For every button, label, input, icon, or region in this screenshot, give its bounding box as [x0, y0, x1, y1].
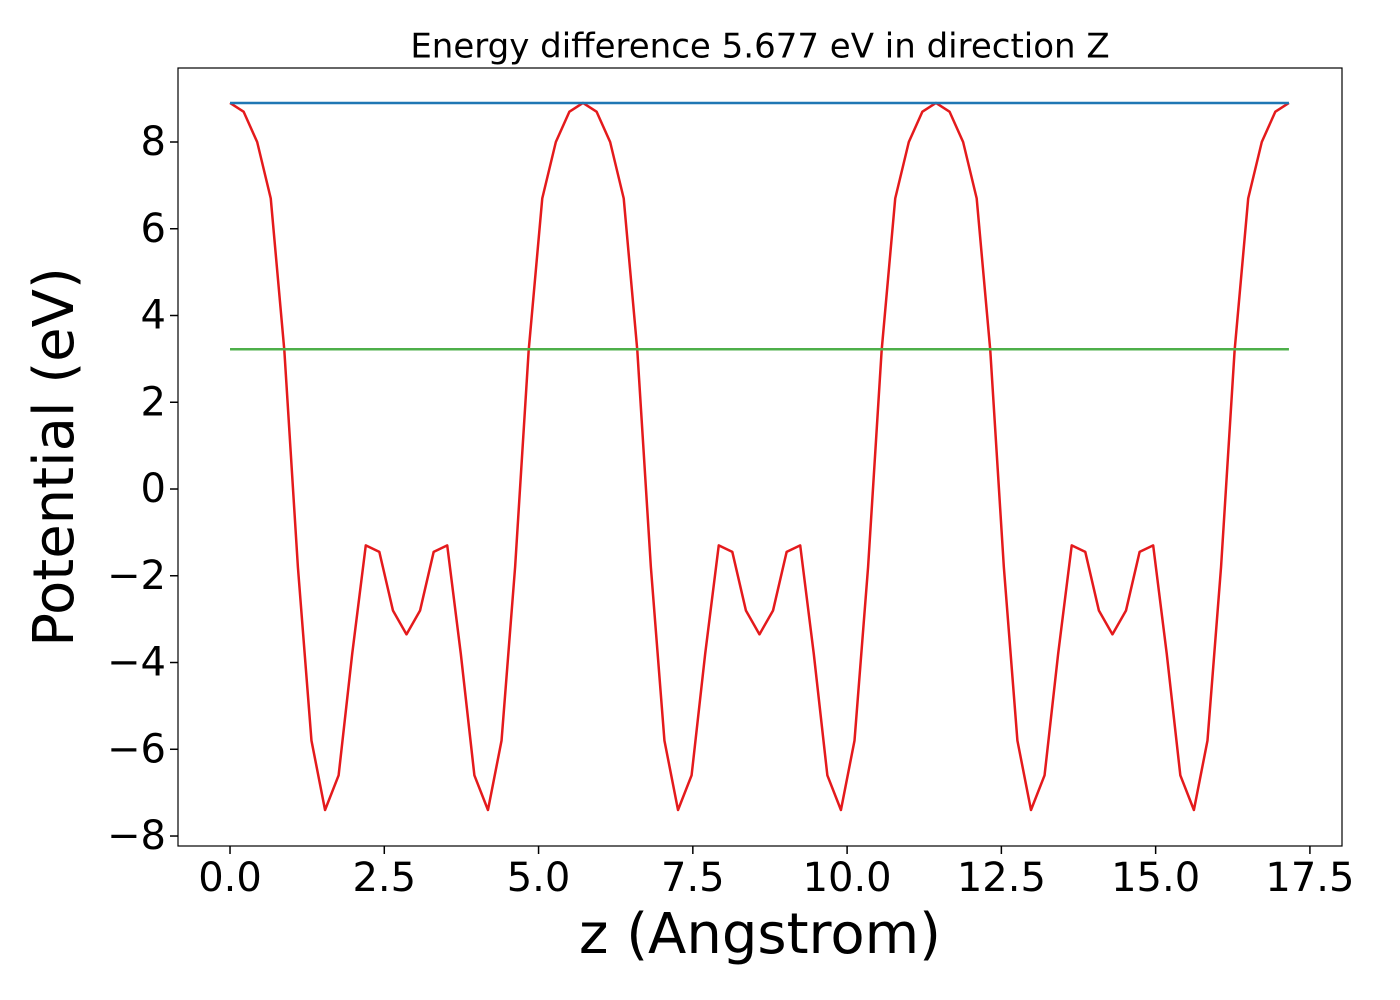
y-tick-label: −6 — [107, 726, 166, 772]
chart-title: Energy difference 5.677 eV in direction … — [410, 27, 1109, 67]
y-tick-label: 6 — [141, 206, 166, 252]
x-tick-label: 17.5 — [1265, 855, 1354, 901]
plot-frame — [177, 67, 1343, 847]
x-tick-label: 12.5 — [957, 855, 1046, 901]
x-tick-label: 2.5 — [352, 855, 416, 901]
y-tick-label: −2 — [107, 553, 166, 599]
y-tick-label: 4 — [141, 293, 166, 339]
y-tick-label: 2 — [141, 379, 166, 425]
x-tick-label: 15.0 — [1111, 855, 1200, 901]
series-line — [229, 101, 1290, 812]
x-axis-label: z (Angstrom) — [579, 902, 941, 967]
x-tick-label: 0.0 — [198, 855, 262, 901]
x-tick-label: 7.5 — [661, 855, 725, 901]
y-axis-label: Potential (eV) — [22, 267, 87, 647]
x-tick-label: 10.0 — [803, 855, 892, 901]
y-tick-label: −8 — [107, 813, 166, 859]
x-tick-label: 5.0 — [507, 855, 571, 901]
y-tick-label: 8 — [141, 119, 166, 165]
y-tick-label: −4 — [107, 640, 166, 686]
y-tick-label: 0 — [141, 466, 166, 512]
